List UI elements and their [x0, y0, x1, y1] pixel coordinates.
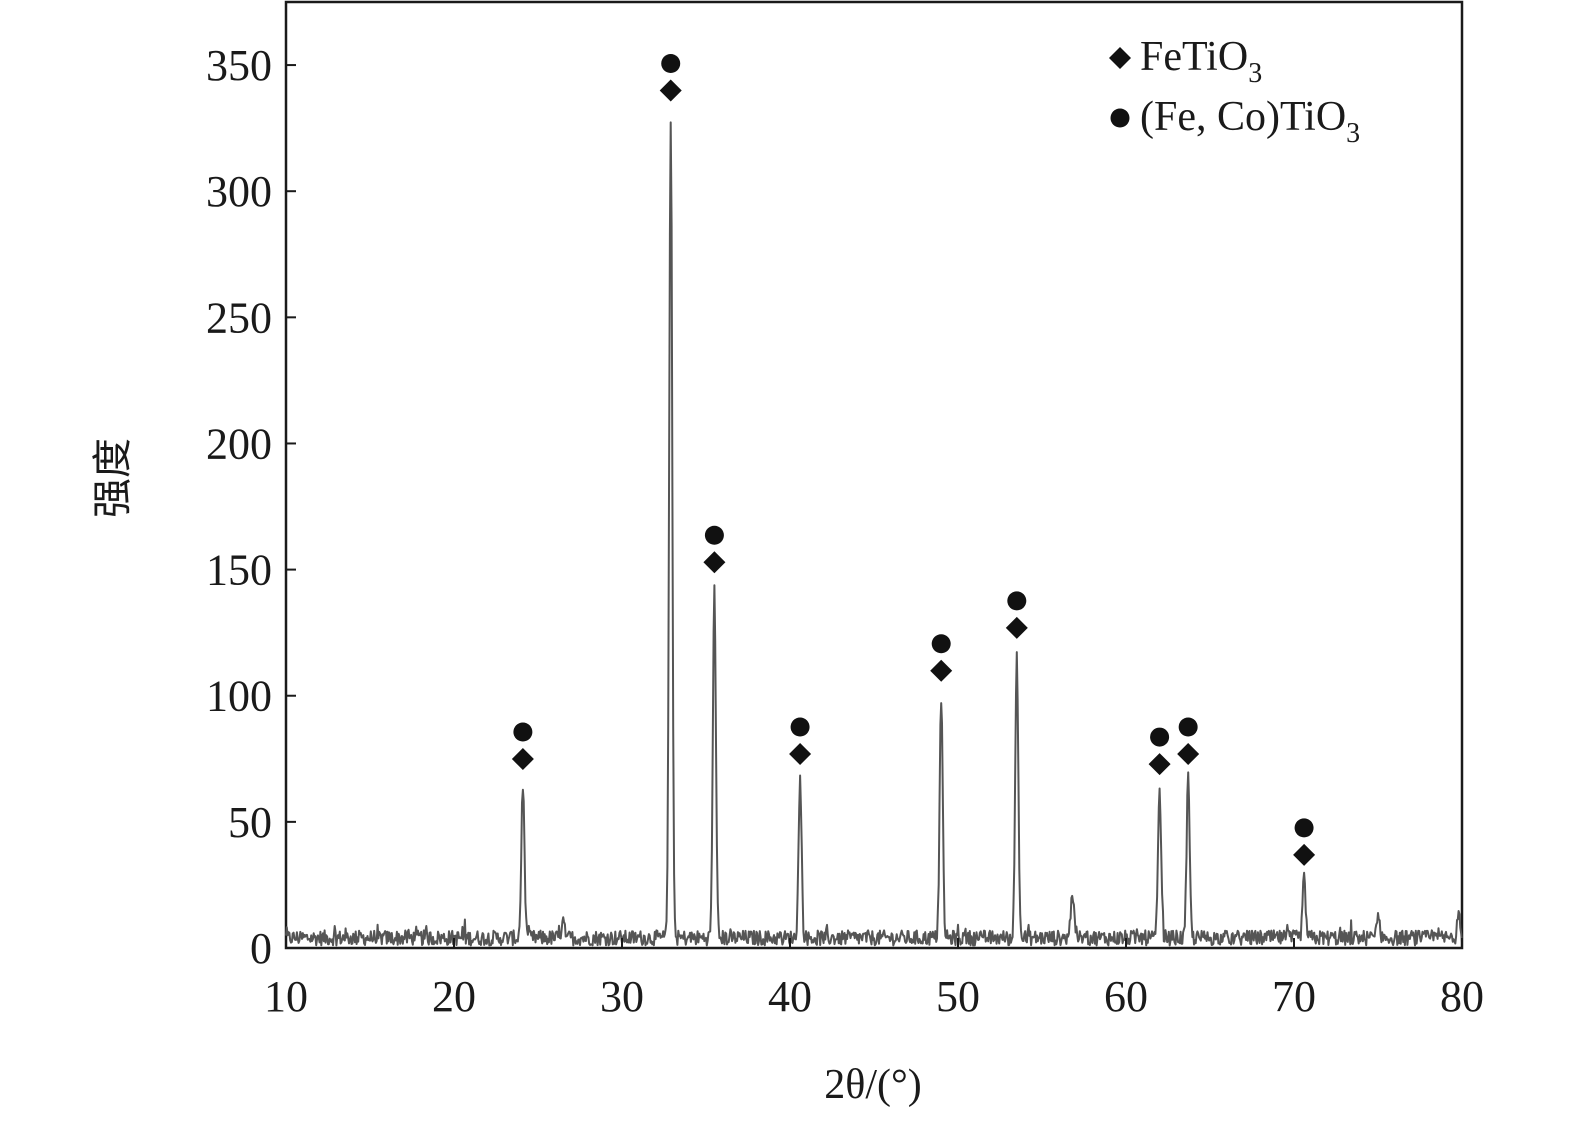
y-tick-label: 50: [228, 798, 272, 847]
y-tick-label: 0: [250, 924, 272, 973]
circle-marker: [1150, 727, 1170, 747]
circle-marker: [1007, 591, 1027, 611]
diamond-marker: [789, 742, 812, 765]
circle-marker: [1178, 717, 1198, 737]
plot-area: [284, 0, 1464, 950]
y-axis-label: 强度: [90, 438, 136, 518]
legend-label: (Fe, Co)TiO3: [1140, 94, 1360, 149]
circle-marker: [704, 525, 724, 545]
circle-marker: [931, 634, 951, 654]
y-tick-label: 300: [206, 167, 272, 216]
diamond-marker: [1005, 616, 1028, 639]
x-axis: 10 20 30 40 50 60 70 80: [264, 938, 1484, 1021]
x-tick-label: 40: [768, 972, 812, 1021]
x-tick-label: 50: [936, 972, 980, 1021]
legend-subscript: 3: [1248, 58, 1262, 89]
peak-markers: [511, 54, 1316, 866]
circle-marker: [661, 54, 681, 74]
x-axis-label: 2θ/(°): [824, 1062, 922, 1108]
legend-diamond-marker: [1109, 47, 1131, 69]
diamond-marker: [1148, 753, 1171, 776]
y-tick-label: 200: [206, 419, 272, 468]
y-axis: 0 50 100 150 200 250 300 350: [206, 41, 296, 973]
x-tick-label: 80: [1440, 972, 1484, 1021]
diamond-marker: [659, 79, 682, 102]
x-tick-label: 10: [264, 972, 308, 1021]
legend-circle-marker: [1110, 108, 1130, 128]
y-tick-label: 250: [206, 293, 272, 342]
x-tick-label: 70: [1272, 972, 1316, 1021]
legend-subscript: 3: [1346, 118, 1360, 149]
diamond-marker: [703, 551, 726, 574]
y-tick-label: 350: [206, 41, 272, 90]
y-tick-label: 150: [206, 546, 272, 595]
legend: FeTiO3(Fe, Co)TiO3: [1109, 34, 1360, 149]
circle-marker: [513, 722, 533, 742]
diamond-marker: [1177, 742, 1200, 765]
plot-frame: [284, 0, 1464, 950]
x-tick-label: 60: [1104, 972, 1148, 1021]
y-tick-label: 100: [206, 672, 272, 721]
diamond-marker: [511, 748, 534, 771]
legend-label: FeTiO3: [1140, 34, 1262, 89]
diamond-marker: [930, 659, 953, 682]
x-tick-label: 30: [600, 972, 644, 1021]
circle-marker: [790, 717, 810, 737]
xrd-pattern-line: [285, 121, 1463, 947]
diamond-marker: [1293, 843, 1316, 866]
circle-marker: [1294, 818, 1314, 838]
x-tick-label: 20: [432, 972, 476, 1021]
